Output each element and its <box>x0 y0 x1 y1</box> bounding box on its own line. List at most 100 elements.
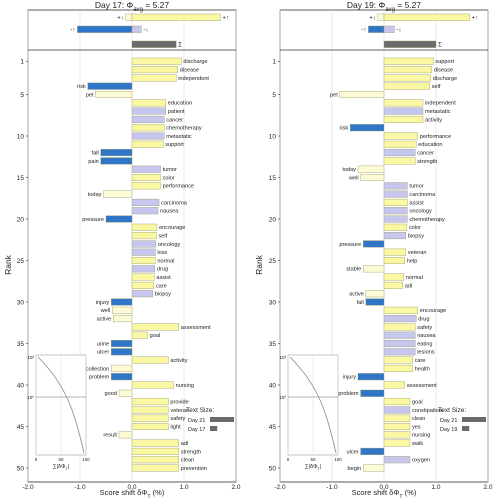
word-bar <box>383 356 413 364</box>
summary-label: +↑ <box>222 15 229 21</box>
summary-label: +↓ <box>369 15 376 21</box>
word-label: encourage <box>159 225 185 231</box>
word-bar <box>131 265 156 273</box>
word-label: prevention <box>181 466 207 472</box>
word-label: tumor <box>409 184 423 190</box>
word-label: result <box>103 433 117 439</box>
inset-x-label: ∑|δΦT| <box>305 464 322 471</box>
y-tick-label: 35 <box>269 341 277 348</box>
word-label: safety <box>417 325 432 331</box>
y-tick-label: 20 <box>269 216 277 223</box>
word-bar <box>131 57 182 65</box>
x-tick-label: -1.0 <box>74 484 86 491</box>
word-bar <box>383 306 418 314</box>
inset-x-label: ∑|δΦT| <box>53 464 70 471</box>
y-tick-label: 15 <box>17 175 25 182</box>
word-label: carcinoma <box>409 192 436 198</box>
word-bar <box>360 389 385 397</box>
summary-bar-minus-up <box>77 25 133 33</box>
y-tick-label: 20 <box>17 216 25 223</box>
word-bar <box>131 398 169 406</box>
inset-cumulative: 10³ 10⁰ 0 50 100 ∑|δΦT| <box>279 354 342 471</box>
word-label: well <box>100 308 111 314</box>
word-bar <box>365 298 385 306</box>
word-bar <box>131 356 169 364</box>
y-axis-label: Rank <box>254 254 264 275</box>
panel-day-17: -2.0 -1.0 0.0 1.0 2.0 Day 17: Φavg = 5.27 Scor… <box>3 0 241 500</box>
word-bar <box>383 157 416 165</box>
word-bar <box>110 340 133 348</box>
y-tick-label: 30 <box>269 299 277 306</box>
text-size-label: Day 21 <box>440 418 457 424</box>
word-bar <box>383 57 434 65</box>
y-tick-label: 5 <box>272 92 276 99</box>
summary-bar-minus-down <box>131 25 142 33</box>
text-size-bar <box>462 426 470 431</box>
summary-bar-plus-down <box>125 13 133 21</box>
word-bar <box>383 232 407 240</box>
word-label: help <box>407 258 418 264</box>
summary-label: -↓ <box>143 27 148 33</box>
word-bar <box>131 115 165 123</box>
word-bar <box>118 431 133 439</box>
word-label: color <box>163 175 175 181</box>
word-bar <box>383 99 424 107</box>
word-bar <box>383 273 404 281</box>
word-bar <box>131 281 155 289</box>
word-label: encourage <box>420 308 446 314</box>
word-label: nursing <box>176 383 194 389</box>
word-label: active <box>97 317 112 323</box>
word-bar <box>383 364 413 372</box>
summary-bar-sum <box>383 40 437 48</box>
word-bar <box>131 323 179 331</box>
word-label: today <box>342 167 356 173</box>
y-tick-label: 40 <box>17 382 25 389</box>
word-bar <box>131 439 179 447</box>
y-tick-label: 30 <box>17 299 25 306</box>
x-tick-label: 1.0 <box>179 484 188 491</box>
inset-curve <box>37 356 85 454</box>
word-bar <box>383 190 408 198</box>
y-tick-label: 1 <box>20 59 24 66</box>
word-bar <box>383 315 417 323</box>
word-bar <box>131 173 161 181</box>
word-bar <box>131 198 160 206</box>
summary-bar-minus-down <box>383 25 395 33</box>
y-tick-label: 45 <box>269 424 277 431</box>
summary-label: -↑ <box>70 27 75 33</box>
x-tick-label: 0.0 <box>127 484 136 491</box>
word-label: problem <box>89 375 110 381</box>
inset-cumulative: 10³ 10⁰ 0 50 100 ∑|δΦT| <box>27 354 90 471</box>
word-label: injury <box>343 375 357 381</box>
word-label: normal <box>406 275 423 281</box>
word-bar <box>350 124 385 132</box>
word-label: veteran <box>170 408 189 414</box>
word-bar <box>383 207 408 215</box>
word-bar <box>131 140 164 148</box>
summary-bar-minus-up <box>368 25 385 33</box>
word-label: drug <box>157 267 168 273</box>
inset-x-tick: 50 <box>58 457 64 462</box>
word-bar <box>383 423 411 431</box>
y-tick-label: 25 <box>269 258 277 265</box>
inset-y-bottom: 10⁰ <box>279 395 286 400</box>
word-label: disease <box>434 68 453 74</box>
word-label: activity <box>425 117 442 123</box>
word-bar <box>339 90 385 98</box>
word-bar <box>95 90 133 98</box>
word-bar <box>360 173 385 181</box>
word-label: oxygen <box>412 458 430 464</box>
word-bar <box>383 215 408 223</box>
summary-bar-plus-up <box>131 13 221 21</box>
word-label: biopsy <box>155 292 171 298</box>
x-axis-label: Score shift δΦT (%) <box>100 488 165 500</box>
x-tick-label: 2.0 <box>231 484 240 491</box>
word-label: clean <box>181 458 194 464</box>
summary-bar-plus-up <box>383 13 471 21</box>
word-bar <box>383 82 430 90</box>
x-axis-label: Score shift δΦT (%) <box>352 488 417 500</box>
panel-day-19: -2.0 -1.0 0.0 1.0 2.0 Day 19: Φavg = 5.27 Scor… <box>254 0 493 500</box>
word-label: urine <box>97 341 109 347</box>
x-tick-label: 2.0 <box>483 484 492 491</box>
word-bar <box>383 66 433 74</box>
